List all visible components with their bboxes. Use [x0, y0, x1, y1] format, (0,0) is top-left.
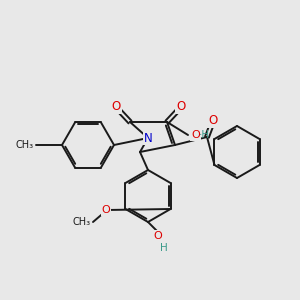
- Text: N: N: [144, 131, 152, 145]
- Text: O: O: [102, 205, 110, 215]
- Text: O: O: [176, 100, 186, 113]
- Text: O: O: [153, 231, 162, 241]
- Text: H: H: [160, 243, 168, 253]
- Text: O: O: [208, 115, 217, 128]
- Text: CH₃: CH₃: [16, 140, 34, 150]
- Text: CH₃: CH₃: [73, 217, 91, 227]
- Text: O: O: [111, 100, 121, 113]
- Text: O: O: [191, 130, 200, 140]
- Text: ·H: ·H: [199, 130, 210, 140]
